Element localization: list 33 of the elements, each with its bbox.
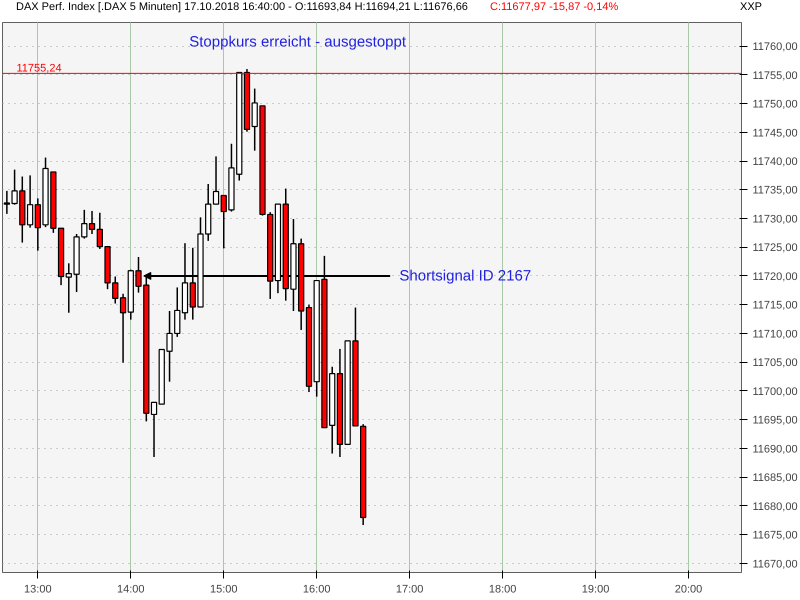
- x-tick-label: 17:00: [396, 584, 424, 596]
- y-axis-title: XXP: [740, 0, 762, 15]
- chart-subtitle: C:11677,97 -15,87 -0,14%: [490, 0, 618, 15]
- x-tick-label: 16:00: [302, 584, 330, 596]
- x-tick-label: 19:00: [582, 584, 610, 596]
- y-tick-label: 11750,00: [752, 98, 798, 111]
- y-tick-label: 11735,00: [752, 184, 798, 197]
- x-tick-label: 13:00: [24, 584, 52, 596]
- y-tick-label: 11740,00: [752, 156, 798, 168]
- x-tick-label: 20:00: [674, 584, 702, 596]
- y-tick-label: 11715,00: [752, 300, 798, 312]
- y-tick-label: 11690,00: [752, 443, 798, 456]
- y-tick-label: 11675,00: [752, 530, 798, 542]
- y-tick-label: 11745,00: [752, 127, 798, 140]
- y-tick-label: 11760,00: [752, 41, 798, 54]
- y-tick-label: 11705,00: [752, 357, 798, 370]
- y-tick-label: 11700,00: [752, 386, 798, 398]
- ref-line-label: 11755,24: [16, 62, 62, 74]
- y-tick-label: 11680,00: [752, 500, 798, 513]
- x-tick-label: 15:00: [210, 584, 238, 596]
- y-tick-label: 11725,00: [752, 242, 798, 254]
- y-tick-label: 11685,00: [752, 472, 798, 484]
- y-tick-label: 11730,00: [752, 213, 798, 226]
- chart-title: DAX Perf. Index [.DAX 5 Minuten] 17.10.2018 16:40:00 - O:11693,84 H:11694,21 L:11676,66: [16, 0, 468, 15]
- annotation: Stoppkurs erreicht - ausgestoppt: [189, 34, 407, 50]
- y-tick-label: 11755,00: [752, 70, 798, 82]
- annotation: Shortsignal ID 2167: [399, 267, 532, 284]
- y-tick-label: 11710,00: [752, 328, 798, 340]
- y-tick-label: 11695,00: [752, 414, 798, 427]
- x-tick-label: 18:00: [488, 584, 516, 596]
- y-tick-label: 11720,00: [752, 270, 798, 283]
- y-tick-label: 11670,00: [752, 558, 798, 570]
- x-tick-label: 14:00: [117, 584, 145, 596]
